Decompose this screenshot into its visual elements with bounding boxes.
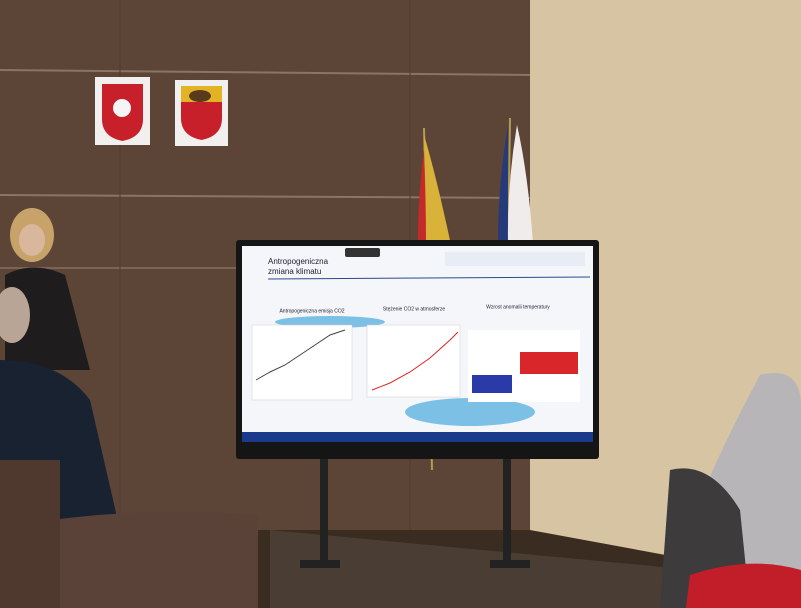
tv-stand [320, 458, 328, 568]
chair [0, 460, 60, 608]
tv-stand [503, 458, 511, 568]
page: Antropogeniczna zmiana klimatu Antropoge… [0, 0, 801, 608]
slide-title: Antropogeniczna [268, 257, 329, 266]
logo-strip [445, 252, 585, 266]
slide-id-badge [345, 248, 380, 257]
emblem-eagle [113, 99, 131, 117]
slide-title: zmiana klimatu [268, 267, 321, 276]
panel-title: Antropogeniczna emisja CO2 [279, 308, 344, 314]
panel-title: Wzrost anomalii temperatury [486, 304, 550, 310]
slide-footer [242, 432, 593, 442]
presenter-face [19, 224, 45, 256]
panel-title: Stężenie CO2 w atmosferze [383, 306, 445, 312]
photo: Antropogeniczna zmiana klimatu Antropoge… [0, 0, 801, 608]
emblem-bison [189, 90, 211, 102]
tv-stand-foot [490, 560, 530, 568]
mini-chart [252, 325, 352, 400]
decor-wave [405, 398, 535, 426]
tv-stand-foot [300, 560, 340, 568]
mini-bars-cold [472, 375, 512, 393]
mini-bars-warm [520, 352, 578, 374]
